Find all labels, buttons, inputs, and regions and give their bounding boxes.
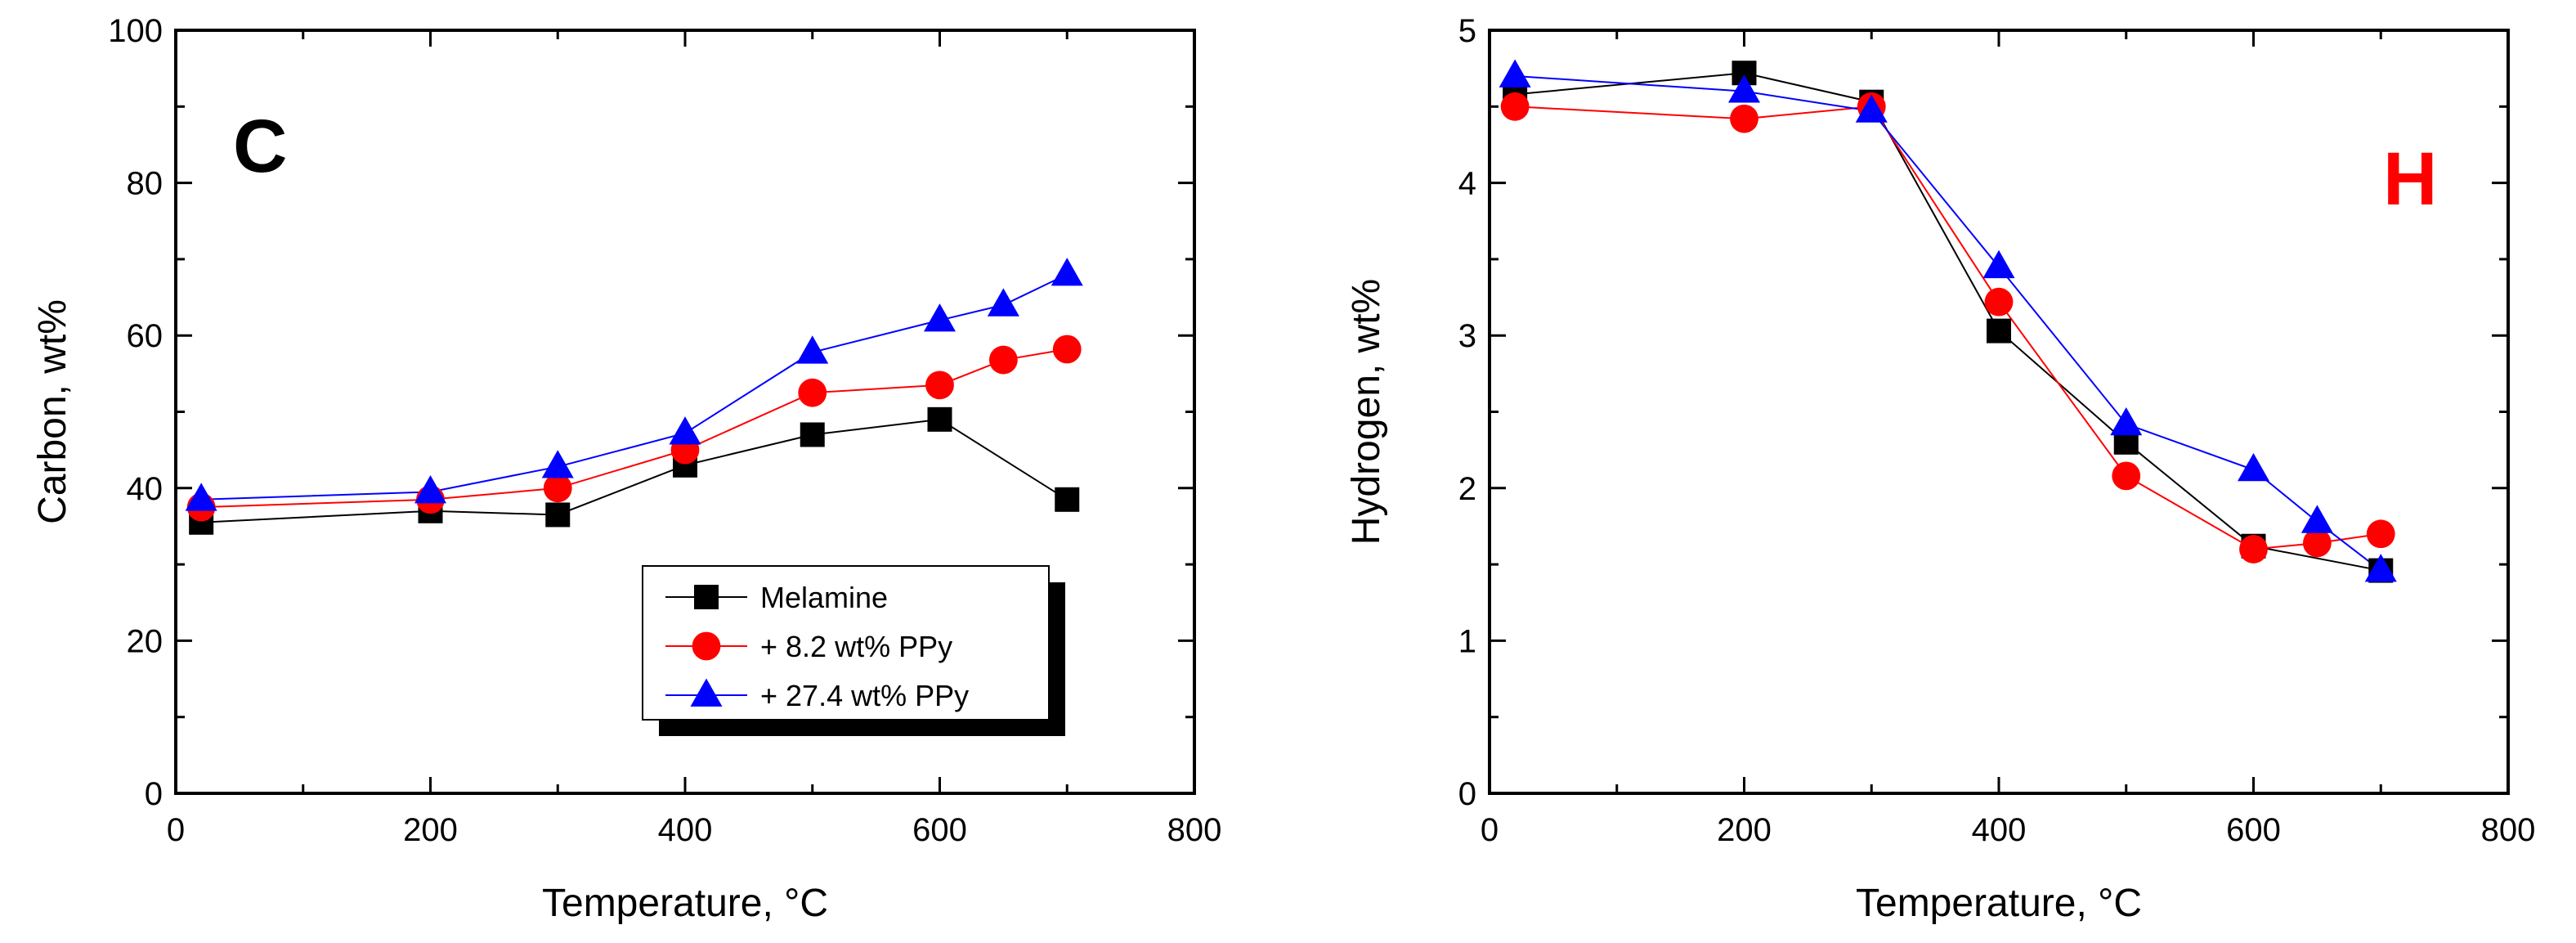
data-point bbox=[2302, 528, 2332, 558]
series-0 bbox=[1515, 72, 2381, 572]
series-0-markers bbox=[1503, 61, 2394, 583]
legend-label: + 8.2 wt% PPy bbox=[760, 630, 952, 663]
data-point bbox=[669, 416, 701, 445]
panel-label: C bbox=[233, 105, 287, 188]
y-tick-label: 0 bbox=[145, 776, 163, 812]
data-point bbox=[2366, 519, 2395, 549]
data-point bbox=[2239, 535, 2268, 564]
data-point bbox=[1984, 287, 2014, 317]
data-point bbox=[927, 406, 952, 432]
data-point bbox=[1499, 59, 1531, 88]
data-point bbox=[2364, 554, 2397, 582]
data-point bbox=[798, 378, 827, 407]
legend-label: + 27.4 wt% PPy bbox=[760, 679, 969, 712]
series-line bbox=[1515, 72, 2381, 572]
series-line bbox=[1515, 106, 2381, 550]
y-tick-label: 4 bbox=[1458, 166, 1476, 202]
series-2 bbox=[1515, 74, 2381, 572]
data-point bbox=[800, 422, 825, 447]
x-tick-label: 400 bbox=[1972, 812, 2027, 848]
series-line bbox=[201, 418, 1068, 523]
data-point bbox=[988, 345, 1018, 375]
y-tick-label: 40 bbox=[127, 471, 164, 507]
panel-label: H bbox=[2383, 137, 2437, 221]
data-point bbox=[1051, 258, 1083, 286]
x-tick-label: 200 bbox=[403, 812, 458, 848]
x-tick-label: 800 bbox=[1167, 812, 1222, 848]
data-point bbox=[545, 502, 571, 528]
data-point bbox=[987, 288, 1019, 317]
data-point bbox=[2238, 452, 2269, 482]
data-point bbox=[2300, 505, 2333, 533]
plot-frame bbox=[1488, 29, 2510, 795]
y-tick-label: 3 bbox=[1458, 318, 1476, 354]
legend-marker bbox=[690, 678, 723, 707]
legend-label: Melamine bbox=[760, 581, 888, 614]
series-0 bbox=[201, 418, 1068, 523]
y-axis-title: Carbon, wt% bbox=[31, 299, 74, 524]
data-point bbox=[1055, 487, 1080, 512]
x-axis-title: Temperature, °C bbox=[1856, 882, 2142, 925]
y-axis-title: Hydrogen, wt% bbox=[1345, 279, 1388, 545]
x-tick-label: 600 bbox=[912, 812, 967, 848]
x-tick-label: 0 bbox=[1481, 812, 1499, 848]
x-tick-label: 200 bbox=[1717, 812, 1772, 848]
y-tick-label: 1 bbox=[1458, 623, 1476, 659]
legend-marker bbox=[694, 585, 719, 609]
carbon-chart-panel: 0 200 400 600 800 0 20 40 60 80 100 Temperature, °C… bbox=[31, 13, 1221, 925]
data-point bbox=[796, 335, 829, 364]
x-tick-label: 600 bbox=[2226, 812, 2281, 848]
y-tick-label: 20 bbox=[127, 623, 164, 659]
x-tick-label: 0 bbox=[167, 812, 185, 848]
x-tick-label: 800 bbox=[2481, 812, 2536, 848]
y-tick-label: 2 bbox=[1458, 471, 1476, 507]
series-1 bbox=[1515, 106, 2381, 550]
legend: Melamine + 8.2 wt% PPy + 27.4 wt% PPy bbox=[642, 565, 1065, 736]
series-2-markers bbox=[185, 258, 1083, 511]
y-tick-label: 5 bbox=[1458, 13, 1476, 49]
series-line bbox=[1515, 74, 2381, 572]
data-point bbox=[1987, 318, 2011, 344]
data-point bbox=[1728, 74, 1760, 103]
data-point bbox=[2112, 461, 2141, 491]
data-point bbox=[1500, 92, 1530, 121]
legend-marker bbox=[692, 631, 721, 661]
data-point bbox=[414, 475, 446, 504]
data-point bbox=[1730, 104, 1758, 133]
data-point bbox=[925, 370, 954, 400]
y-tick-label: 100 bbox=[108, 13, 163, 49]
data-point bbox=[2110, 406, 2143, 436]
series-2-markers bbox=[1499, 59, 2397, 582]
data-point bbox=[541, 450, 574, 478]
data-point bbox=[1855, 94, 1888, 123]
x-tick-label: 400 bbox=[658, 812, 713, 848]
series-1-markers bbox=[1500, 92, 2395, 564]
data-point bbox=[1052, 335, 1082, 364]
data-point bbox=[1982, 249, 2015, 279]
data-point bbox=[543, 474, 572, 503]
data-point bbox=[924, 303, 956, 332]
data-point bbox=[185, 483, 217, 511]
y-tick-label: 0 bbox=[1458, 776, 1476, 812]
y-tick-label: 60 bbox=[127, 318, 164, 354]
hydrogen-chart-panel: 0 200 400 600 800 0 1 2 3 4 5 Temperature, °C Hydrog… bbox=[1345, 13, 2535, 925]
y-tick-label: 80 bbox=[127, 166, 164, 202]
x-axis-title: Temperature, °C bbox=[542, 882, 828, 925]
